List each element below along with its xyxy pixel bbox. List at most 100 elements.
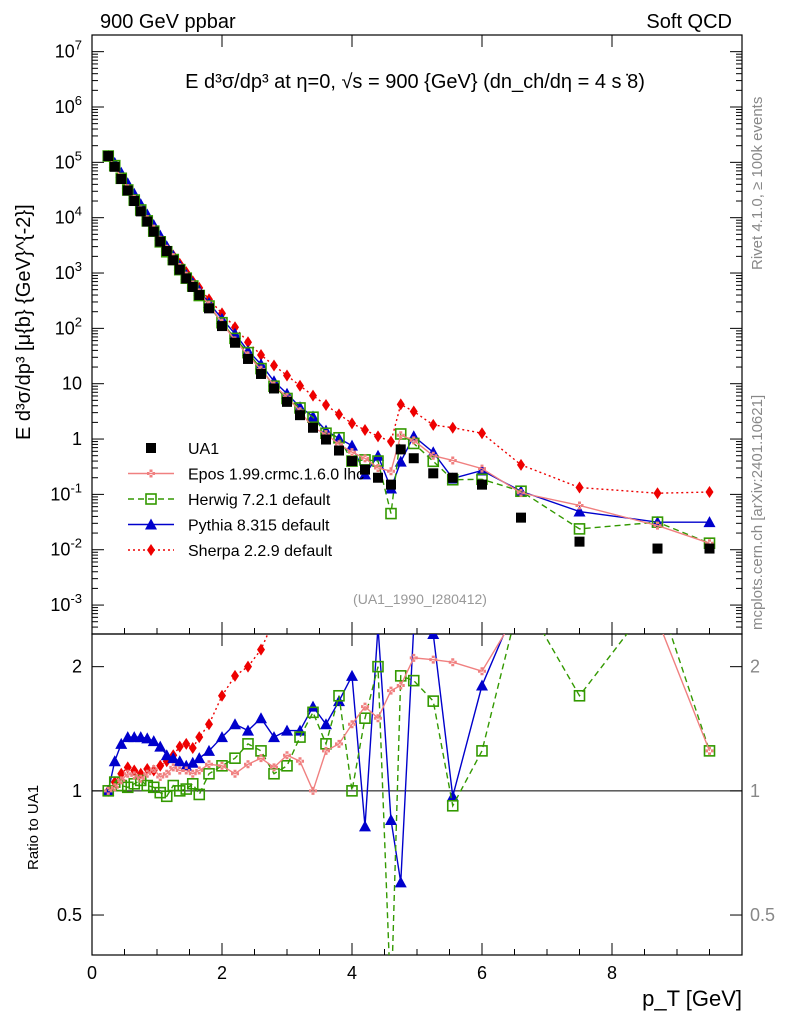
ratio-y-label: Ratio to UA1 (25, 785, 42, 870)
ua1-point (360, 464, 370, 475)
sherpa-point (257, 349, 265, 362)
epos-ratio-point (296, 757, 304, 766)
pythia-ratio-point (372, 621, 384, 632)
sherpa-point (374, 430, 382, 443)
sherpa-point (309, 389, 317, 402)
epos-ratio-point (156, 773, 165, 782)
sherpa-point (270, 359, 278, 372)
herwig-ratio-point (160, 790, 173, 803)
ratio-y-tick-label: 0.5 (57, 905, 82, 925)
herwig-ratio-point (346, 785, 358, 797)
pythia-ratio-point (154, 740, 167, 752)
epos-ratio-line (107, 634, 711, 793)
ua1-point (155, 236, 166, 247)
epos-ratio-point (195, 766, 204, 775)
ua1-point (135, 206, 146, 217)
pythia-ratio-point (307, 700, 319, 712)
pythia-ratio-point (320, 718, 332, 730)
pythia-ratio-point (180, 759, 193, 771)
ratio-panel: 0 2 4 6 8 0.5 0.5 1 1 2 2 (57, 633, 775, 983)
ua1-point (282, 396, 292, 407)
herwig-ratio-point (307, 706, 319, 719)
epos-point (348, 448, 356, 457)
herwig-ratio-point (359, 712, 371, 725)
pythia-ratio-point (704, 588, 716, 599)
y-tick-label: 106 (55, 93, 82, 117)
sherpa-point (396, 398, 405, 411)
epos-line (107, 155, 710, 544)
ua1-point (308, 422, 318, 433)
epos-ratio-point (110, 783, 119, 792)
pythia-point (703, 516, 716, 528)
y-tick-label: 10-2 (50, 536, 82, 560)
legend-marker-ua1 (146, 443, 156, 453)
sherpa-ratio-point (182, 737, 191, 750)
pythia-ratio-point (242, 724, 254, 736)
epos-point (517, 488, 525, 497)
sherpa-point (296, 379, 304, 392)
data-marks (102, 150, 716, 1012)
herwig-ratio-point (427, 695, 440, 707)
sherpa-ratio-point (270, 614, 278, 626)
epos-ratio-point (244, 760, 252, 769)
legend-marker-pythia (145, 518, 157, 530)
ua1-point (386, 479, 396, 490)
epos-point (575, 501, 584, 510)
herwig-ratio-point (173, 785, 186, 797)
epos-ratio-point (143, 769, 152, 778)
herwig-point (333, 431, 345, 444)
herwig-ratio-point (121, 781, 134, 794)
herwig-point (573, 523, 586, 535)
epos-point (429, 451, 438, 460)
main-marks (102, 150, 716, 554)
pythia-point (307, 410, 319, 422)
main-panel: 10-3 10-2 10-1 1 10 102 103 104 105 106 107 (50, 34, 743, 635)
pythia-ratio-point (652, 588, 664, 599)
herwig-ratio-point (203, 767, 215, 780)
ua1-point (447, 472, 458, 483)
sherpa-ratio-point (123, 761, 132, 774)
epos-ratio-point (429, 655, 438, 664)
epos-ratio-point (123, 769, 132, 778)
legend-label-herwig: Herwig 7.2.1 default (188, 492, 331, 509)
epos-ratio-point (322, 746, 330, 755)
pythia-ratio-point (193, 752, 206, 764)
ua1-point (516, 512, 526, 523)
ua1-point (428, 468, 439, 479)
epos-ratio-point (387, 686, 395, 695)
epos-ratio-point (169, 763, 178, 772)
pythia-ratio-point (173, 755, 186, 767)
pythia-ratio-point (359, 820, 371, 832)
pythia-ratio-point (115, 737, 128, 749)
sherpa-ratio-point (348, 504, 356, 516)
herwig-ratio-point (268, 767, 280, 780)
herwig-ratio-point (476, 745, 488, 757)
ua1-point (334, 445, 344, 456)
pythia-ratio-point (476, 679, 488, 691)
herwig-ratio-point (229, 752, 241, 764)
ratio-y-tick-label: 2 (72, 657, 82, 677)
y-tick-label: 10-3 (50, 591, 82, 615)
herwig-ratio-point (242, 738, 254, 750)
ratio-y-tick-label: 1 (72, 781, 82, 801)
ua1-point (295, 410, 305, 421)
pythia-ratio-line (107, 634, 505, 883)
herwig-ratio-point (281, 760, 293, 772)
herwig-ratio-point (386, 1002, 396, 1012)
ua1-point (204, 303, 214, 314)
y-tick-label: 102 (55, 314, 82, 338)
epos-point (653, 521, 662, 530)
epos-ratio-point (182, 766, 191, 775)
herwig-ratio-point (193, 788, 206, 801)
sherpa-point (409, 405, 418, 418)
sherpa-ratio-point (296, 566, 304, 578)
x-tick-label: 6 (477, 963, 487, 983)
sherpa-ratio-point (156, 759, 165, 772)
pythia-ratio-point (446, 790, 459, 802)
side-label-top: Rivet 4.1.0, ≥ 100k events (749, 97, 766, 270)
sherpa-ratio-point (244, 660, 252, 673)
y-tick-label: 1 (72, 429, 82, 449)
epos-ratio-point (117, 776, 126, 785)
sherpa-ratio-point (478, 401, 486, 413)
